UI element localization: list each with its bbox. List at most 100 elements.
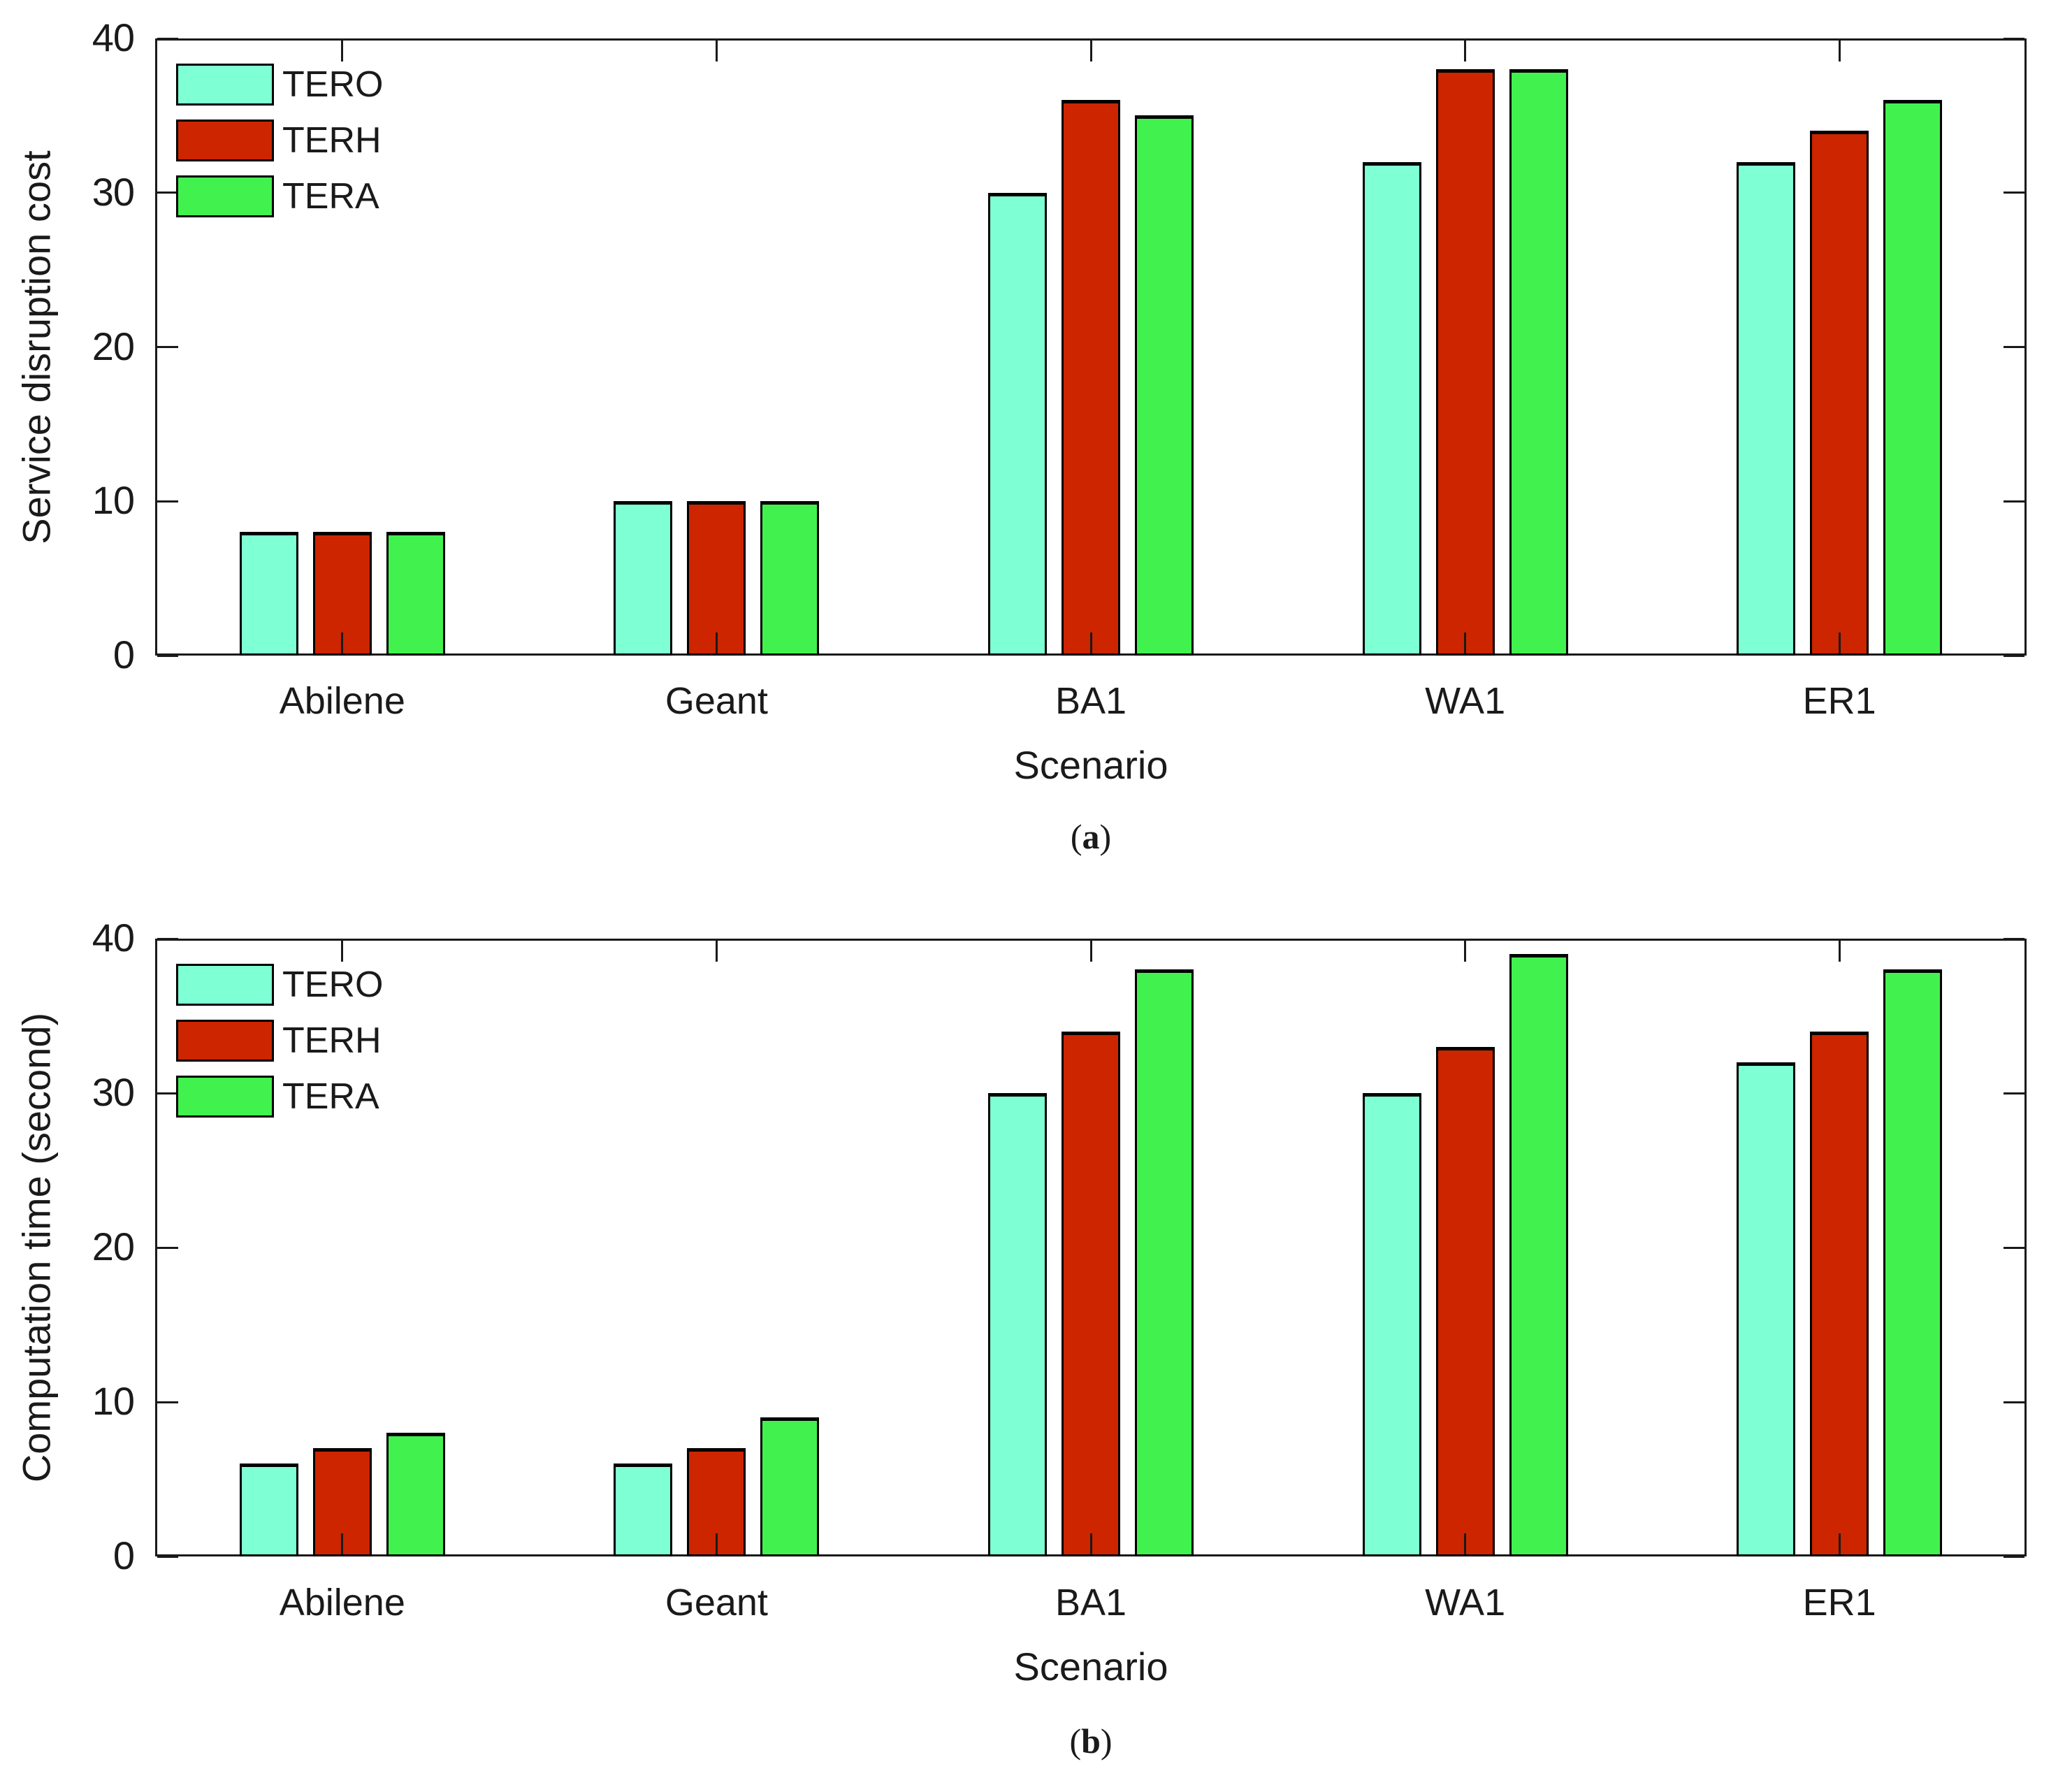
x-tick-top [1089, 41, 1092, 62]
y-tick-left [157, 191, 178, 194]
legend-label-TERA: TERA [282, 176, 379, 217]
legend-label-TERO: TERO [282, 64, 384, 105]
x-category-label: BA1 [1055, 680, 1127, 722]
bar-b-TERH-BA1 [1062, 1031, 1120, 1556]
bar-b-TERO-WA1 [1362, 1093, 1421, 1556]
bar-a-TERH-Geant [687, 501, 746, 656]
x-tick-top [1089, 941, 1092, 962]
panel-caption-a: (a) [1071, 816, 1111, 857]
y-tick-label: 10 [92, 1379, 135, 1424]
y-tick-label: 0 [113, 1533, 135, 1578]
x-tick-top [1464, 941, 1467, 962]
x-tick-top [341, 41, 344, 62]
bar-a-TERA-WA1 [1509, 69, 1568, 656]
y-tick-label: 0 [113, 633, 135, 677]
y-axis-label-b: Computation time (second) [14, 1012, 59, 1483]
x-category-label: Geant [665, 680, 768, 722]
bar-a-TERH-Abilene [312, 532, 372, 656]
bar-a-TERH-WA1 [1435, 69, 1495, 656]
cap-suffix: ) [1100, 1721, 1113, 1761]
x-tick-bottom [1464, 633, 1467, 653]
y-tick-right [2004, 346, 2024, 348]
y-tick-right [2004, 654, 2024, 657]
x-tick-bottom [341, 1533, 344, 1554]
y-tick-right [2004, 191, 2024, 194]
y-tick-left [157, 500, 178, 503]
bar-b-TERA-Abilene [386, 1433, 445, 1556]
y-tick-right [2004, 1092, 2024, 1094]
legend-swatch-TERO [176, 964, 274, 1006]
cap-suffix: ) [1099, 817, 1112, 856]
bar-a-TERA-Abilene [386, 532, 445, 656]
bar-b-TERH-WA1 [1435, 1046, 1495, 1556]
y-tick-label: 40 [92, 15, 135, 60]
legend-swatch-TERH [176, 120, 274, 161]
y-tick-label: 20 [92, 1224, 135, 1269]
x-category-label: WA1 [1425, 680, 1506, 722]
y-tick-right [2004, 1246, 2024, 1249]
y-tick-left [157, 937, 178, 940]
x-tick-top [1838, 41, 1841, 62]
x-axis-label-a: Scenario [1013, 743, 1168, 787]
bar-a-TERO-Abilene [239, 532, 298, 656]
y-tick-left [157, 1092, 178, 1094]
bar-a-TERH-ER1 [1810, 131, 1869, 656]
x-tick-bottom [1089, 1533, 1092, 1554]
y-tick-left [157, 37, 178, 40]
y-tick-left [157, 1555, 178, 1558]
bar-b-TERO-ER1 [1737, 1062, 1796, 1556]
bar-a-TERA-ER1 [1883, 100, 1943, 656]
x-tick-bottom [715, 1533, 718, 1554]
x-category-label: Abilene [279, 680, 405, 722]
x-tick-bottom [1464, 1533, 1467, 1554]
bar-b-TERH-Geant [687, 1448, 746, 1556]
y-tick-label: 20 [92, 324, 135, 368]
x-category-label: ER1 [1802, 1582, 1876, 1624]
cap-letter: b [1081, 1721, 1101, 1761]
x-category-label: WA1 [1425, 1582, 1506, 1624]
bar-a-TERO-BA1 [988, 192, 1047, 656]
x-tick-top [715, 41, 718, 62]
bar-b-TERA-Geant [760, 1417, 820, 1556]
x-tick-bottom [341, 633, 344, 653]
bar-a-TERA-Geant [760, 501, 820, 656]
y-tick-label: 30 [92, 1070, 135, 1115]
x-category-label: Geant [665, 1582, 768, 1624]
y-tick-label: 30 [92, 169, 135, 214]
y-tick-right [2004, 37, 2024, 40]
bar-b-TERH-ER1 [1810, 1031, 1869, 1556]
legend-swatch-TERO [176, 64, 274, 106]
x-tick-bottom [1838, 633, 1841, 653]
legend-swatch-TERH [176, 1020, 274, 1062]
y-tick-label: 40 [92, 916, 135, 960]
y-tick-left [157, 1401, 178, 1403]
y-axis-label-a: Service disruption cost [14, 150, 59, 544]
legend-label-TERO: TERO [282, 964, 384, 1005]
y-tick-label: 10 [92, 478, 135, 523]
cap-letter: a [1082, 817, 1100, 856]
legend-label-TERA: TERA [282, 1076, 379, 1117]
bar-b-TERA-ER1 [1883, 969, 1943, 1556]
bar-a-TERA-BA1 [1135, 115, 1194, 656]
y-tick-left [157, 346, 178, 348]
x-axis-label-b: Scenario [1013, 1645, 1168, 1689]
bar-b-TERO-Geant [614, 1464, 673, 1556]
legend-swatch-TERA [176, 1076, 274, 1118]
bar-a-TERH-BA1 [1062, 100, 1120, 656]
x-category-label: ER1 [1802, 680, 1876, 722]
bar-a-TERO-WA1 [1362, 161, 1421, 656]
y-tick-left [157, 654, 178, 657]
x-tick-bottom [1089, 633, 1092, 653]
x-category-label: BA1 [1055, 1582, 1127, 1624]
x-tick-top [1464, 41, 1467, 62]
cap-prefix: ( [1070, 817, 1082, 856]
bar-a-TERO-ER1 [1737, 161, 1796, 656]
y-tick-right [2004, 500, 2024, 503]
bar-b-TERA-WA1 [1509, 954, 1568, 1556]
x-tick-bottom [715, 633, 718, 653]
bar-b-TERO-Abilene [239, 1464, 298, 1556]
bar-a-TERO-Geant [614, 501, 673, 656]
x-tick-top [341, 941, 344, 962]
y-tick-right [2004, 937, 2024, 940]
